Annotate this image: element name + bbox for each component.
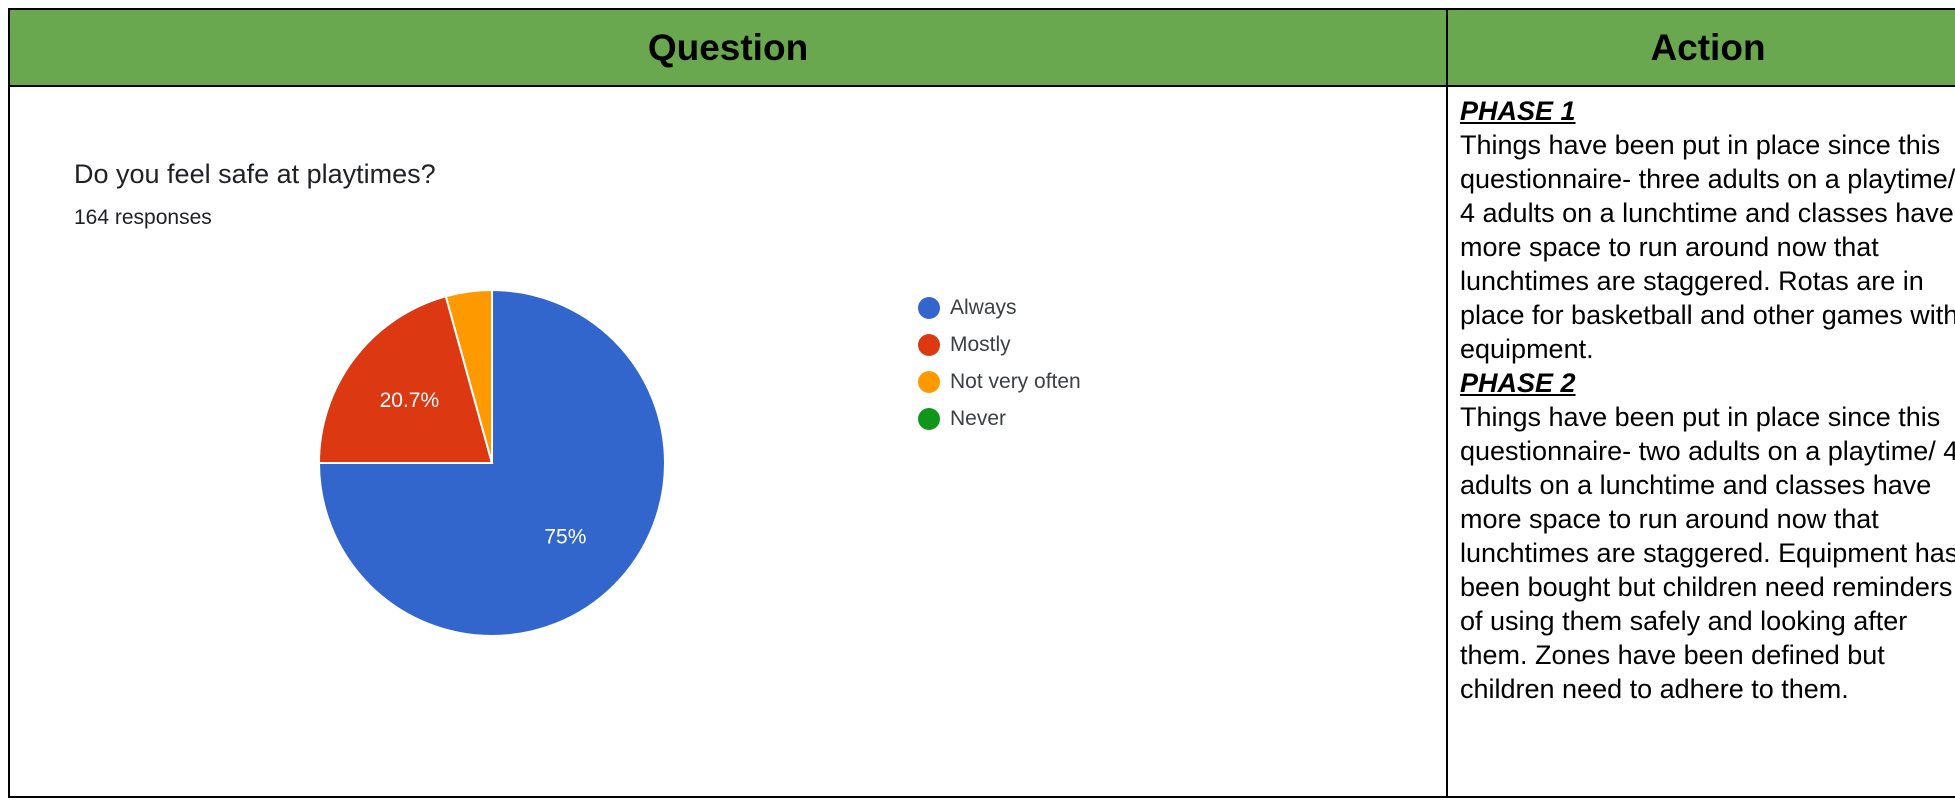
pie-data-label: 75% bbox=[544, 525, 586, 548]
phase-2-heading: PHASE 2 bbox=[1460, 368, 1576, 398]
action-column-header: Action bbox=[1650, 26, 1766, 68]
chart-title: Do you feel safe at playtimes? bbox=[74, 159, 436, 189]
legend-swatch bbox=[918, 370, 940, 393]
pie-data-label: 20.7% bbox=[380, 389, 440, 412]
pie-slice-mostly bbox=[317, 295, 494, 464]
response-count: 164 responses bbox=[74, 206, 212, 229]
pie-chart: 75% 20.7% bbox=[317, 288, 666, 637]
legend-item: Not very often bbox=[918, 363, 1081, 400]
legend-item: Always bbox=[918, 289, 1081, 326]
phase-1-text: Things have been put in place since this… bbox=[1460, 130, 1955, 364]
legend-swatch bbox=[918, 333, 940, 356]
column-divider bbox=[1446, 10, 1448, 796]
question-column-header: Question bbox=[647, 26, 809, 68]
legend-label: Never bbox=[950, 406, 1007, 430]
action-cell: PHASE 1 Things have been put in place si… bbox=[1460, 94, 1955, 706]
pie-slice-not-very-often bbox=[444, 288, 493, 464]
phase-1-heading: PHASE 1 bbox=[1460, 96, 1576, 126]
legend-label: Always bbox=[950, 295, 1017, 319]
legend-label: Mostly bbox=[950, 332, 1011, 356]
chart-legend: Always Mostly Not very often Never bbox=[918, 289, 1081, 437]
legend-item: Mostly bbox=[918, 326, 1081, 363]
legend-item: Never bbox=[918, 400, 1081, 437]
table-header-row: Question Action bbox=[10, 10, 1955, 87]
survey-table: Question Action Do you feel safe at play… bbox=[8, 8, 1955, 798]
legend-label: Not very often bbox=[950, 369, 1081, 393]
legend-swatch bbox=[918, 407, 940, 430]
question-cell: Do you feel safe at playtimes? 164 respo… bbox=[10, 87, 1446, 807]
phase-2-text: Things have been put in place since this… bbox=[1460, 402, 1955, 704]
legend-swatch bbox=[918, 296, 940, 319]
